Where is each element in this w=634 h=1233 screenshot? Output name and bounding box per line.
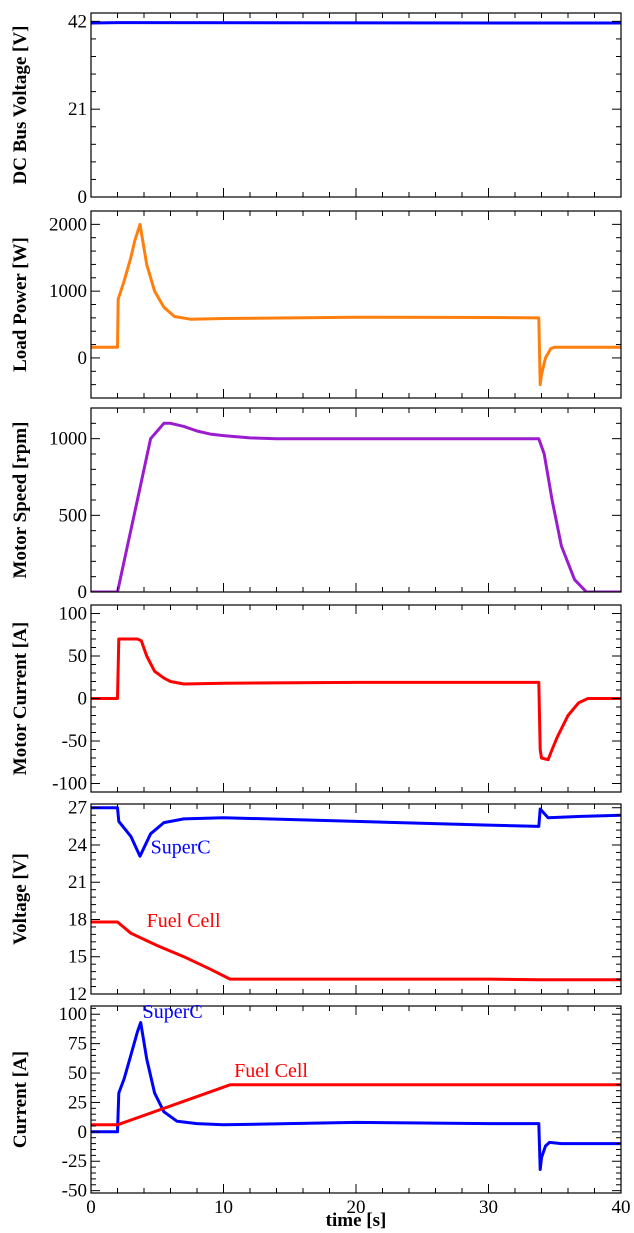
panel-4: -100 -50 0 50 100 Motor Current [A] xyxy=(10,604,622,795)
y-tick-label: -100 xyxy=(52,774,87,795)
y-tick-label: 42 xyxy=(68,11,87,32)
y-tick-label: 50 xyxy=(68,1063,87,1084)
y-tick-label: -50 xyxy=(62,731,87,752)
plot-frame xyxy=(90,604,622,793)
y-axis-label: Motor Speed [rpm] xyxy=(10,422,31,579)
plot-frame xyxy=(90,407,622,593)
y-tick-label: 0 xyxy=(78,187,88,208)
panel-6: -50 -25 0 25 50 75 100 0 10 20 30 40 Current [A] time… xyxy=(10,1001,631,1231)
y-tick-label: 15 xyxy=(68,947,87,968)
y-tick-label: 0 xyxy=(78,582,88,603)
panel-3: 0 500 1000 Motor Speed [rpm] xyxy=(10,407,622,603)
series-line-6-1 xyxy=(91,1021,621,1171)
series-line-2-1 xyxy=(91,222,621,387)
y-tick-label: 0 xyxy=(78,1122,88,1143)
series-line-3-1 xyxy=(91,421,621,592)
y-tick-label: 25 xyxy=(68,1092,87,1113)
x-tick-label: 10 xyxy=(214,1197,233,1218)
panel-2: 0 1000 2000 Load Power [W] xyxy=(10,210,622,399)
plot-frame xyxy=(90,803,622,995)
y-tick-label: 50 xyxy=(68,646,87,667)
series-annotation: SuperC xyxy=(151,837,211,859)
panel-1: 0 21 42 DC Bus Voltage [V] xyxy=(10,11,622,208)
x-tick-label: 20 xyxy=(347,1197,366,1218)
y-tick-label: 21 xyxy=(68,872,87,893)
y-tick-label: -50 xyxy=(62,1181,87,1202)
y-tick-label: 18 xyxy=(68,909,87,930)
y-tick-label: 24 xyxy=(68,835,88,856)
y-tick-label: 100 xyxy=(59,604,88,625)
x-axis-label: time [s] xyxy=(326,1210,387,1231)
y-tick-label: 100 xyxy=(59,1004,88,1025)
y-tick-label: 1000 xyxy=(49,429,87,450)
y-tick-label: 0 xyxy=(78,689,88,710)
y-axis-label: Motor Current [A] xyxy=(10,622,31,775)
y-axis-label: DC Bus Voltage [V] xyxy=(10,26,31,185)
series-annotation: Fuel Cell xyxy=(234,1060,308,1082)
series-line-4-1 xyxy=(91,637,621,762)
y-tick-label: 0 xyxy=(78,348,88,369)
x-tick-label: 40 xyxy=(612,1197,631,1218)
y-axis-label: Voltage [V] xyxy=(10,853,31,945)
y-tick-label: 21 xyxy=(68,99,87,120)
y-axis-label: Load Power [W] xyxy=(10,237,31,372)
series-annotation: Fuel Cell xyxy=(147,910,221,932)
panel-5: 12 15 18 21 24 27 Voltage [V] SuperC Fuel Cell xyxy=(10,798,622,1005)
series-line-5-2 xyxy=(91,920,621,982)
series-line-5-1 xyxy=(91,806,621,858)
y-tick-label: 75 xyxy=(68,1034,87,1055)
series-annotation: SuperC xyxy=(143,1001,203,1023)
y-axis-label: Current [A] xyxy=(10,1051,31,1148)
plot-frame xyxy=(90,12,622,198)
series-line-6-2 xyxy=(91,1083,621,1127)
y-tick-label: 1000 xyxy=(49,281,87,302)
y-tick-label: 500 xyxy=(59,505,88,526)
x-tick-label: 0 xyxy=(86,1197,96,1218)
y-tick-label: 12 xyxy=(68,984,87,1005)
y-tick-label: 27 xyxy=(68,798,87,819)
x-tick-label: 30 xyxy=(479,1197,498,1218)
y-tick-label: -25 xyxy=(62,1151,87,1172)
y-tick-label: 2000 xyxy=(49,214,87,235)
